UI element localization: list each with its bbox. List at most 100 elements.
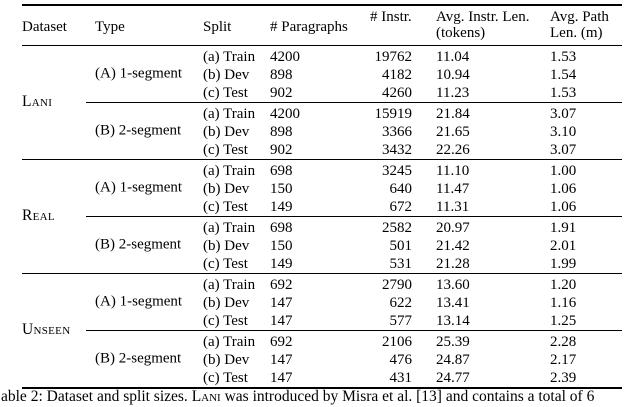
- dataset-label: Lani: [22, 92, 53, 110]
- table-caption: able 2: Dataset and split sizes. Lani wa…: [1, 388, 640, 406]
- table-row: (b) Dev 150 640 11.47 1.06: [203, 180, 622, 198]
- cell-instr: 3245: [382, 163, 412, 179]
- segment-rows: (a) Train 692 2790 13.60 1.20 (b) Dev 14…: [22, 276, 622, 330]
- col-header-split: Split: [203, 19, 232, 35]
- segment-type-label: (A) 1-segment: [95, 293, 183, 310]
- cell-avg-path-len: 1.06: [550, 181, 577, 197]
- cell-avg-path-len: 3.10: [550, 124, 577, 140]
- cell-avg-path-len: 2.17: [550, 352, 577, 368]
- table-row: (b) Dev 147 622 13.41 1.16: [203, 294, 622, 312]
- col-header-dataset: Dataset: [22, 19, 67, 35]
- dataset-group: Unseen (A) 1-segment (a) Train 692 2790 …: [22, 274, 622, 387]
- cell-instr: 4182: [382, 67, 412, 83]
- cell-instr: 622: [389, 295, 413, 311]
- table-bottom-rule: [22, 387, 622, 389]
- cell-paragraphs: 147: [270, 370, 293, 386]
- cell-paragraphs: 147: [270, 313, 293, 329]
- table-row: (c) Test 149 531 21.28 1.99: [203, 255, 622, 273]
- col-header-type: Type: [95, 19, 125, 35]
- dataset-group: Lani (A) 1-segment (a) Train 4200 19762 …: [22, 46, 622, 160]
- cell-split: (b) Dev: [203, 124, 250, 140]
- cell-avg-instr-len: 22.26: [436, 142, 470, 158]
- cell-avg-path-len: 1.54: [550, 67, 577, 83]
- cell-instr: 2582: [382, 220, 412, 236]
- table-row: (c) Test 902 3432 22.26 3.07: [203, 141, 622, 159]
- cell-instr: 672: [389, 199, 413, 215]
- cell-split: (c) Test: [203, 199, 248, 215]
- cell-avg-instr-len: 11.23: [436, 85, 470, 101]
- caption-prefix: able 2: Dataset and split sizes.: [1, 388, 192, 405]
- cell-avg-path-len: 1.53: [550, 85, 577, 101]
- cell-avg-instr-len: 24.87: [436, 352, 470, 368]
- header-line-2: (tokens): [436, 25, 486, 41]
- block-divider-rule: [86, 102, 622, 103]
- cell-split: (a) Train: [203, 334, 256, 350]
- cell-paragraphs: 4200: [270, 106, 300, 122]
- cell-avg-instr-len: 13.60: [436, 277, 470, 293]
- cell-split: (c) Test: [203, 256, 248, 272]
- header-line-1: Avg. Instr. Len.: [436, 9, 530, 25]
- cell-avg-instr-len: 21.42: [436, 238, 470, 254]
- cell-paragraphs: 150: [270, 181, 293, 197]
- cell-avg-path-len: 2.39: [550, 370, 577, 386]
- cell-paragraphs: 898: [270, 67, 293, 83]
- table-row: (c) Test 902 4260 11.23 1.53: [203, 84, 622, 102]
- cell-instr: 431: [389, 370, 413, 386]
- cell-split: (c) Test: [203, 85, 248, 101]
- segment-block: (B) 2-segment (a) Train 698 2582 20.97 1…: [22, 217, 622, 273]
- block-divider-rule: [86, 216, 622, 217]
- cell-split: (b) Dev: [203, 67, 250, 83]
- dataset-split-table: Dataset Type Split # Paragraphs # Instr.…: [22, 4, 622, 389]
- cell-instr: 19762: [374, 49, 413, 65]
- col-header-paragraphs: # Paragraphs: [270, 19, 348, 35]
- table-body: Lani (A) 1-segment (a) Train 4200 19762 …: [22, 46, 622, 387]
- cell-paragraphs: 902: [270, 85, 293, 101]
- cell-paragraphs: 898: [270, 124, 293, 140]
- cell-avg-instr-len: 25.39: [436, 334, 470, 350]
- table-row: (a) Train 4200 19762 11.04 1.53: [203, 48, 622, 66]
- cell-avg-instr-len: 13.14: [436, 313, 470, 329]
- table-row: (b) Dev 147 476 24.87 2.17: [203, 351, 622, 369]
- table-row: (c) Test 147 431 24.77 2.39: [203, 369, 622, 387]
- dataset-label: Unseen: [22, 320, 71, 338]
- cell-avg-path-len: 1.91: [550, 220, 577, 236]
- segment-rows: (a) Train 698 2582 20.97 1.91 (b) Dev 15…: [22, 219, 622, 273]
- cell-avg-instr-len: 13.41: [436, 295, 470, 311]
- cell-avg-instr-len: 21.28: [436, 256, 470, 272]
- cell-avg-path-len: 2.28: [550, 334, 577, 350]
- cell-avg-instr-len: 24.77: [436, 370, 470, 386]
- cell-split: (a) Train: [203, 277, 256, 293]
- cell-paragraphs: 902: [270, 142, 293, 158]
- cell-avg-path-len: 1.25: [550, 313, 577, 329]
- cell-avg-path-len: 3.07: [550, 106, 577, 122]
- table-header-row: Dataset Type Split # Paragraphs # Instr.…: [22, 4, 622, 46]
- cell-paragraphs: 147: [270, 352, 293, 368]
- cell-paragraphs: 149: [270, 199, 293, 215]
- segment-block: (B) 2-segment (a) Train 4200 15919 21.84…: [22, 103, 622, 159]
- cell-instr: 15919: [374, 106, 413, 122]
- cell-paragraphs: 147: [270, 295, 293, 311]
- segment-rows: (a) Train 4200 15919 21.84 3.07 (b) Dev …: [22, 105, 622, 159]
- col-header-avg-path-len: Avg. Path Len. (m): [550, 9, 622, 41]
- segment-type-label: (B) 2-segment: [95, 236, 182, 253]
- cell-paragraphs: 692: [270, 334, 293, 350]
- cell-paragraphs: 149: [270, 256, 293, 272]
- dataset-blocks: (A) 1-segment (a) Train 698 3245 11.10 1…: [22, 160, 622, 273]
- cell-paragraphs: 698: [270, 163, 293, 179]
- cell-avg-path-len: 1.20: [550, 277, 577, 293]
- caption-dataset-name: Lani: [191, 388, 221, 405]
- cell-paragraphs: 698: [270, 220, 293, 236]
- cell-avg-instr-len: 20.97: [436, 220, 470, 236]
- cell-instr: 501: [389, 238, 413, 254]
- segment-type-label: (A) 1-segment: [95, 65, 183, 82]
- cell-avg-instr-len: 11.04: [436, 49, 470, 65]
- cell-paragraphs: 150: [270, 238, 293, 254]
- cell-avg-instr-len: 11.47: [436, 181, 470, 197]
- cell-instr: 577: [389, 313, 413, 329]
- cell-avg-path-len: 1.00: [550, 163, 577, 179]
- cell-split: (c) Test: [203, 142, 248, 158]
- cell-paragraphs: 4200: [270, 49, 300, 65]
- cell-split: (b) Dev: [203, 181, 250, 197]
- cell-instr: 2106: [382, 334, 412, 350]
- segment-rows: (a) Train 692 2106 25.39 2.28 (b) Dev 14…: [22, 333, 622, 387]
